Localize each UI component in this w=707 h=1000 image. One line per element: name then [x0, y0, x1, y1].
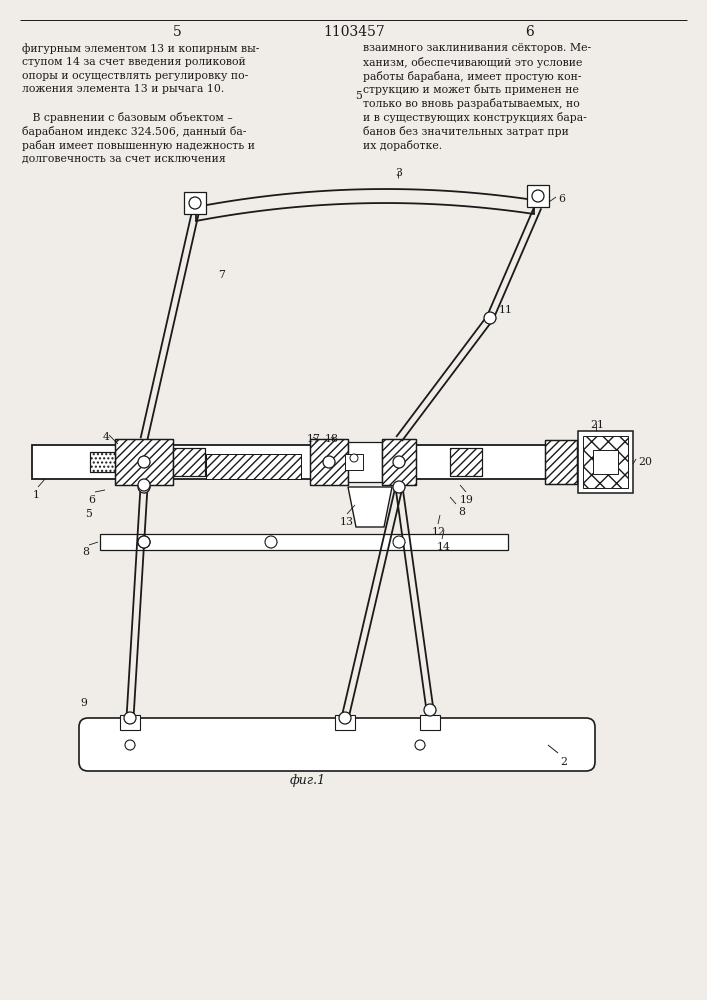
Bar — [593, 450, 618, 474]
Bar — [115, 439, 173, 485]
Circle shape — [138, 481, 150, 493]
Text: 9: 9 — [80, 698, 87, 708]
Bar — [90, 452, 115, 472]
Circle shape — [484, 312, 496, 324]
Text: 5: 5 — [355, 91, 362, 101]
Bar — [382, 439, 416, 485]
Circle shape — [350, 454, 358, 462]
Text: рабан имеет повышенную надежность и: рабан имеет повышенную надежность и — [22, 140, 255, 151]
Text: опоры и осуществлять регулировку по-: опоры и осуществлять регулировку по- — [22, 71, 248, 81]
Text: банов без значительных затрат при: банов без значительных затрат при — [363, 126, 569, 137]
Text: ханизм, обеспечивающий это условие: ханизм, обеспечивающий это условие — [363, 57, 583, 68]
Text: работы барабана, имеет простую кон-: работы барабана, имеет простую кон- — [363, 71, 581, 82]
Circle shape — [424, 704, 436, 716]
Bar — [32, 445, 620, 479]
Bar — [120, 715, 140, 730]
Text: только во вновь разрабатываемых, но: только во вновь разрабатываемых, но — [363, 98, 580, 109]
Text: 13: 13 — [340, 517, 354, 527]
FancyBboxPatch shape — [79, 718, 595, 771]
Bar — [545, 440, 577, 484]
Bar — [206, 454, 301, 479]
Text: 6: 6 — [558, 194, 565, 204]
Circle shape — [138, 536, 150, 548]
Text: 19: 19 — [460, 495, 474, 505]
Bar — [420, 715, 440, 730]
Circle shape — [189, 197, 201, 209]
Text: В сравнении с базовым объектом –: В сравнении с базовым объектом – — [22, 112, 233, 123]
Circle shape — [138, 536, 150, 548]
Bar — [578, 431, 633, 493]
Text: ступом 14 за счет введения роликовой: ступом 14 за счет введения роликовой — [22, 57, 246, 67]
Circle shape — [265, 536, 277, 548]
Text: их доработке.: их доработке. — [363, 140, 442, 151]
Bar — [173, 448, 205, 476]
Text: 21: 21 — [590, 420, 604, 430]
Text: и в существующих конструкциях бара-: и в существующих конструкциях бара- — [363, 112, 587, 123]
Bar — [527, 185, 549, 207]
Circle shape — [339, 712, 351, 724]
Text: 11: 11 — [499, 305, 513, 315]
Text: 1: 1 — [33, 490, 40, 500]
Circle shape — [138, 456, 150, 468]
Circle shape — [124, 712, 136, 724]
Text: 4: 4 — [103, 432, 110, 442]
Text: взаимного заклинивания сёкторов. Ме-: взаимного заклинивания сёкторов. Ме- — [363, 43, 591, 53]
Circle shape — [125, 740, 135, 750]
Bar — [100, 534, 508, 550]
Text: струкцию и может быть применен не: струкцию и может быть применен не — [363, 84, 579, 95]
Bar — [335, 715, 355, 730]
Bar — [173, 448, 205, 476]
Text: 2: 2 — [560, 757, 567, 767]
Circle shape — [415, 740, 425, 750]
Text: 6: 6 — [88, 495, 95, 505]
Bar — [348, 442, 382, 482]
Circle shape — [138, 479, 150, 491]
Bar — [382, 439, 416, 485]
Text: 20: 20 — [638, 457, 652, 467]
Text: фиг.1: фиг.1 — [290, 774, 326, 787]
Text: 5: 5 — [85, 509, 92, 519]
Text: фигурным элементом 13 и копирным вы-: фигурным элементом 13 и копирным вы- — [22, 43, 259, 54]
Text: 3: 3 — [395, 168, 402, 178]
Bar — [90, 452, 115, 472]
Bar — [450, 448, 482, 476]
Circle shape — [393, 536, 405, 548]
Text: ложения элемента 13 и рычага 10.: ложения элемента 13 и рычага 10. — [22, 84, 224, 94]
Bar — [450, 448, 482, 476]
Bar — [310, 439, 348, 485]
Text: 8: 8 — [82, 547, 89, 557]
Text: долговечность за счет исключения: долговечность за счет исключения — [22, 153, 226, 163]
Text: 1103457: 1103457 — [323, 25, 385, 39]
Text: 14: 14 — [437, 542, 451, 552]
Bar — [206, 454, 301, 479]
Circle shape — [532, 190, 544, 202]
Text: 18: 18 — [325, 434, 339, 444]
Bar — [545, 440, 577, 484]
Text: 17: 17 — [307, 434, 321, 444]
Text: 7: 7 — [218, 270, 225, 280]
Text: 6: 6 — [525, 25, 534, 39]
Polygon shape — [348, 487, 392, 527]
Text: 12: 12 — [432, 527, 446, 537]
Circle shape — [393, 456, 405, 468]
Text: 8: 8 — [458, 507, 465, 517]
Circle shape — [323, 456, 335, 468]
Circle shape — [393, 481, 405, 493]
Bar — [184, 192, 206, 214]
Bar — [345, 454, 363, 470]
Bar — [583, 436, 628, 488]
Bar — [310, 439, 348, 485]
Bar — [115, 439, 173, 485]
Text: 5: 5 — [173, 25, 182, 39]
Text: барабаном индекс 324.506, данный ба-: барабаном индекс 324.506, данный ба- — [22, 126, 246, 137]
